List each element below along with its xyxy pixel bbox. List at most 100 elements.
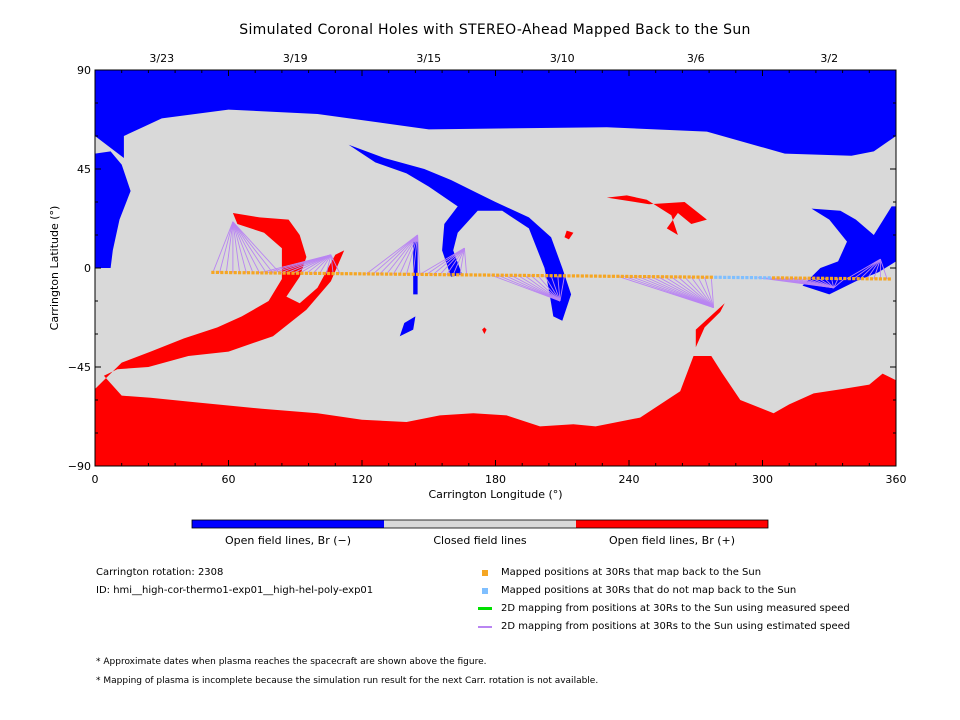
legend-label-unmapped: Mapped positions at 30Rs that do not map… [501, 585, 797, 596]
mapped-point [518, 273, 522, 277]
mapped-point [246, 271, 251, 275]
date-label: 3/19 [283, 52, 308, 65]
open-negative-region-4 [413, 241, 418, 295]
open-positive-region-2 [695, 303, 725, 348]
mapped-point [571, 274, 575, 278]
unmapped-point [767, 276, 771, 280]
mapping-line-fan4 [530, 275, 561, 302]
colorbar-frame [191, 519, 769, 529]
mapped-point [491, 273, 495, 277]
mapping-line-fan7 [873, 259, 881, 279]
mapped-point [465, 273, 469, 277]
note-incomplete: * Mapping of plasma is incomplete becaus… [96, 676, 599, 686]
mapped-point [335, 272, 340, 276]
mapped-point [340, 272, 344, 276]
mapping-line-fan2 [406, 234, 419, 275]
mapped-point [402, 272, 406, 276]
mapped-point [829, 276, 834, 280]
mapping-line-fan1 [325, 254, 332, 274]
mapping-line-fan0 [232, 221, 254, 273]
mapped-point [852, 277, 856, 281]
mapped-point [313, 271, 317, 275]
mapped-point [251, 271, 255, 275]
mapping-line-fan2 [417, 234, 421, 275]
mapped-point [843, 276, 847, 281]
mapped-point [496, 273, 500, 277]
mapped-point [500, 273, 504, 277]
mapping-line-fan5 [671, 276, 714, 308]
mapped-point [349, 272, 353, 276]
x-tick-label: 360 [886, 473, 907, 486]
open-negative-region-2 [802, 206, 896, 295]
unmapped-point [740, 276, 745, 280]
x-tick-label: 180 [485, 473, 506, 486]
unmapped-point [714, 275, 718, 279]
mapped-point [309, 271, 313, 275]
mapping-line-fan3 [426, 247, 465, 275]
mapped-point [522, 273, 526, 277]
mapped-point [420, 272, 424, 276]
mapping-line-fan2 [392, 234, 418, 275]
mapped-point [567, 274, 571, 278]
mapped-point [709, 275, 713, 279]
mapped-point [505, 273, 509, 277]
mapped-point [602, 274, 607, 278]
mapped-point [789, 276, 793, 280]
mapping-line-fan6 [833, 278, 846, 289]
legend-swatch-mapped [482, 569, 488, 576]
unmapped-point [763, 276, 767, 280]
mapped-point [215, 270, 219, 274]
mapped-point [647, 275, 651, 279]
unmapped-point [736, 275, 740, 280]
open-positive-region-3 [564, 230, 574, 240]
mapping-line-fan4 [557, 275, 561, 302]
mapped-point [220, 270, 224, 275]
open-positive-region-0 [95, 213, 896, 466]
mapped-point [607, 274, 611, 278]
colorbar [191, 519, 769, 529]
mapping-line-fan3 [419, 247, 465, 275]
y-tick-label: 45 [77, 163, 91, 176]
mapped-point [865, 277, 869, 281]
y-tick-label: −45 [68, 361, 91, 374]
mapped-point [353, 272, 357, 276]
mapping-line-fan3 [459, 248, 465, 275]
legend-item-unmapped: Mapped positions at 30Rs that do not map… [478, 585, 796, 596]
plot-area [95, 70, 896, 466]
mapped-point [362, 272, 366, 276]
mapped-point [772, 276, 776, 280]
mapping-line-fan5 [704, 277, 715, 308]
mapping-line-fan7 [879, 259, 888, 280]
mapped-point [878, 277, 882, 281]
colorbar-closed [384, 520, 576, 528]
legend-item-estimated: 2D mapping from positions at 30Rs to the… [478, 621, 850, 632]
mapped-point [558, 274, 562, 278]
mapped-point [331, 272, 335, 276]
mapped-point [651, 275, 656, 279]
mapped-point [549, 274, 553, 278]
mapped-point [398, 272, 402, 276]
mapped-point [469, 273, 473, 277]
mapped-point [393, 272, 397, 276]
mapping-line-fan7 [866, 258, 881, 280]
y-tick-label: −90 [68, 460, 91, 473]
y-tick-label: 90 [77, 64, 91, 77]
mapping-line-fan7 [846, 258, 881, 279]
mapping-line-fan5 [710, 277, 715, 308]
mapping-line-fan1 [286, 254, 332, 274]
open-positive-region-4 [482, 327, 487, 334]
mapped-point [318, 271, 322, 275]
mapping-line-fan3 [439, 247, 465, 275]
x-tick-label: 60 [222, 473, 236, 486]
mapped-point [358, 272, 362, 276]
mapped-point [438, 273, 442, 277]
unmapped-point [749, 276, 753, 280]
mapped-point [594, 274, 598, 278]
legend-label-measured: 2D mapping from positions at 30Rs to the… [501, 603, 850, 614]
mapping-line-fan5 [690, 276, 714, 308]
mapping-line-fan3 [446, 247, 465, 275]
mapped-point [807, 276, 811, 280]
mapped-point [861, 277, 865, 281]
open-negative-region-0 [95, 70, 896, 158]
mapping-line-fan1 [292, 254, 332, 274]
